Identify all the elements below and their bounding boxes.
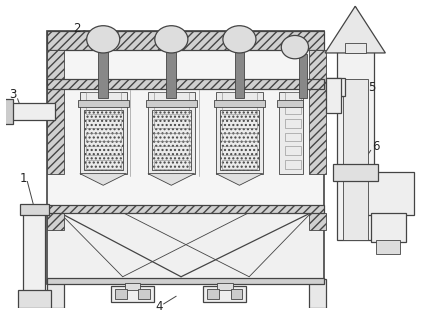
Bar — [80, 92, 127, 174]
Bar — [285, 146, 301, 155]
Bar — [125, 283, 140, 290]
Bar — [214, 100, 265, 107]
Bar — [343, 79, 368, 240]
Bar — [47, 279, 64, 308]
Bar — [285, 92, 301, 100]
Text: 1: 1 — [20, 172, 27, 185]
Bar — [23, 206, 45, 308]
Bar — [152, 110, 191, 170]
Bar — [337, 50, 374, 240]
Bar — [47, 208, 324, 284]
Bar — [363, 172, 413, 215]
Bar — [18, 290, 51, 308]
Ellipse shape — [87, 26, 120, 53]
Polygon shape — [148, 174, 194, 185]
Ellipse shape — [281, 36, 308, 59]
Text: 6: 6 — [372, 140, 379, 153]
Bar — [154, 92, 189, 100]
Bar — [154, 146, 189, 155]
Bar — [47, 50, 64, 174]
Bar — [86, 160, 121, 169]
Bar — [279, 92, 303, 174]
Bar — [3, 99, 13, 124]
Bar — [47, 79, 324, 89]
Ellipse shape — [155, 26, 188, 53]
Bar — [299, 54, 307, 98]
Bar — [207, 289, 219, 299]
Bar — [148, 92, 194, 174]
Bar — [308, 50, 326, 174]
Bar — [333, 164, 378, 181]
Polygon shape — [329, 6, 374, 50]
Bar — [154, 160, 189, 169]
Bar — [20, 204, 49, 215]
Bar — [99, 49, 108, 98]
Bar — [138, 289, 150, 299]
Bar — [222, 133, 257, 141]
Polygon shape — [308, 213, 326, 230]
Bar — [222, 160, 257, 169]
Bar — [285, 133, 301, 141]
Bar — [222, 106, 257, 114]
Polygon shape — [325, 6, 385, 53]
Bar — [6, 103, 55, 120]
Bar — [326, 78, 346, 96]
Bar — [78, 100, 128, 107]
Bar — [146, 100, 197, 107]
Bar — [217, 283, 233, 290]
Bar — [222, 119, 257, 128]
Polygon shape — [80, 174, 127, 185]
Text: 5: 5 — [368, 82, 375, 94]
Bar — [86, 133, 121, 141]
Bar — [115, 289, 127, 299]
Bar — [216, 92, 263, 174]
Bar — [47, 31, 324, 211]
Bar — [285, 160, 301, 169]
Bar — [154, 106, 189, 114]
Polygon shape — [47, 213, 64, 230]
Bar — [222, 92, 257, 100]
Bar — [47, 278, 324, 284]
Bar — [308, 279, 326, 308]
Text: 4: 4 — [155, 301, 162, 313]
Bar — [154, 119, 189, 128]
Bar — [285, 106, 301, 114]
Bar — [154, 133, 189, 141]
Bar — [326, 78, 341, 113]
Polygon shape — [216, 174, 263, 185]
Ellipse shape — [223, 26, 256, 53]
Bar — [166, 49, 176, 98]
Bar — [231, 289, 242, 299]
Bar — [376, 240, 400, 255]
Bar — [277, 100, 303, 107]
Bar — [345, 43, 366, 53]
Text: 2: 2 — [73, 22, 81, 35]
Bar — [86, 119, 121, 128]
Bar — [84, 110, 123, 170]
Bar — [47, 31, 324, 50]
Bar — [285, 119, 301, 128]
Bar — [371, 213, 406, 242]
Bar — [220, 110, 259, 170]
Bar — [47, 205, 324, 213]
Bar — [86, 146, 121, 155]
Bar — [222, 146, 257, 155]
Bar — [203, 286, 246, 302]
Bar — [111, 286, 154, 302]
Bar — [86, 92, 121, 100]
Bar — [86, 106, 121, 114]
Text: 3: 3 — [9, 88, 16, 101]
Bar — [235, 49, 244, 98]
